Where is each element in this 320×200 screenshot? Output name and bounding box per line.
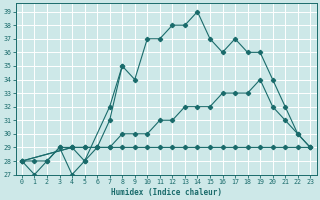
X-axis label: Humidex (Indice chaleur): Humidex (Indice chaleur) <box>111 188 221 197</box>
